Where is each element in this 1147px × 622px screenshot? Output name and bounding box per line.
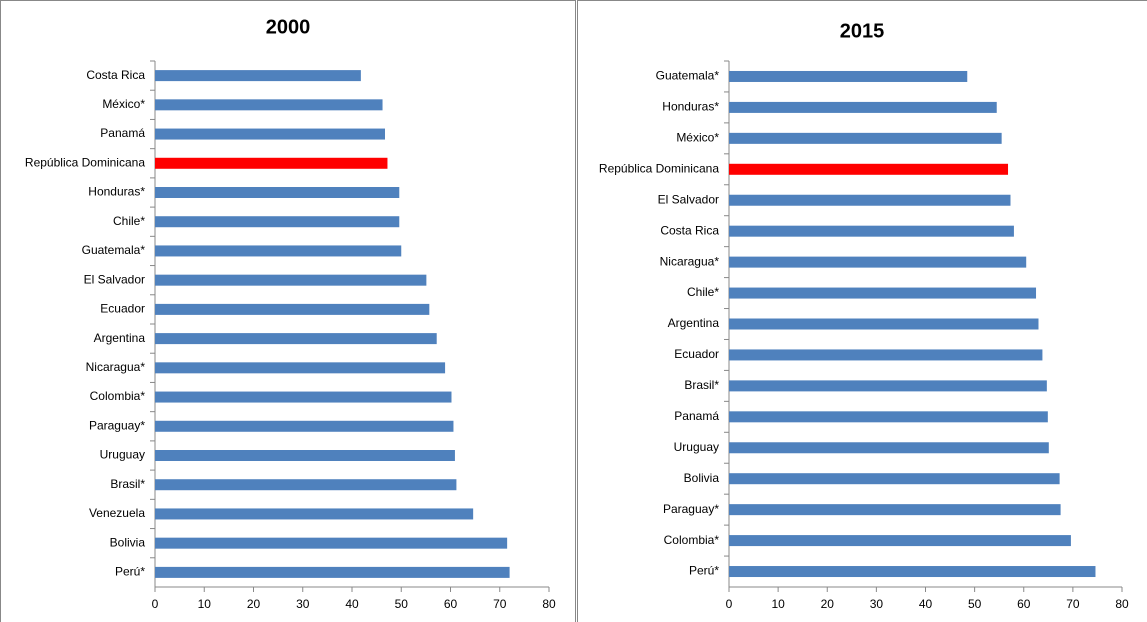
- y-tick-label: Brasil*: [684, 378, 719, 392]
- x-tick-label: 40: [919, 597, 933, 611]
- bar: [729, 380, 1047, 392]
- y-tick-label: Perú*: [689, 564, 719, 578]
- bar: [155, 274, 427, 286]
- bar: [729, 473, 1060, 485]
- chart-title: 2015: [840, 20, 885, 42]
- panel-border: [0, 0, 576, 622]
- bar: [155, 216, 400, 228]
- y-tick-label: Bolivia: [110, 535, 146, 549]
- x-tick-label: 70: [493, 597, 507, 611]
- x-tick-label: 30: [870, 597, 884, 611]
- x-tick-label: 10: [198, 597, 212, 611]
- bar: [155, 450, 455, 461]
- x-tick-label: 50: [395, 597, 409, 611]
- bar: [729, 349, 1043, 361]
- bar: [729, 163, 1009, 175]
- y-tick-label: República Dominicana: [599, 161, 719, 175]
- y-tick-label: Perú*: [115, 565, 145, 579]
- bar: [155, 479, 457, 491]
- y-tick-label: Paraguay*: [663, 502, 719, 516]
- bar: [729, 504, 1061, 516]
- bar: [729, 411, 1048, 423]
- bar: [155, 245, 402, 257]
- y-tick-label: Venezuela: [89, 506, 145, 520]
- y-tick-label: Nicaragua*: [86, 360, 146, 374]
- bar: [155, 508, 474, 520]
- x-tick-label: 60: [1017, 597, 1031, 611]
- y-tick-label: México*: [102, 97, 145, 111]
- x-tick-label: 20: [247, 597, 261, 611]
- y-tick-label: Nicaragua*: [660, 254, 720, 268]
- y-tick-label: El Salvador: [658, 192, 719, 206]
- x-tick-label: 20: [821, 597, 835, 611]
- y-tick-label: Panamá: [100, 126, 145, 140]
- bar: [155, 333, 437, 345]
- x-tick-label: 10: [771, 597, 785, 611]
- x-tick-label: 0: [152, 597, 159, 611]
- x-tick-label: 60: [444, 597, 458, 611]
- bar: [729, 101, 997, 113]
- y-tick-label: Costa Rica: [86, 68, 145, 82]
- x-tick-label: 80: [542, 597, 556, 611]
- y-tick-label: Brasil*: [110, 477, 145, 491]
- bar: [729, 132, 1002, 144]
- bar: [155, 128, 385, 140]
- bar: [729, 318, 1039, 330]
- bar: [155, 187, 400, 198]
- y-tick-label: Ecuador: [674, 347, 719, 361]
- bar: [729, 287, 1037, 299]
- bar: [729, 225, 1014, 237]
- y-tick-label: Panamá: [674, 409, 719, 423]
- y-tick-label: Guatemala*: [656, 69, 720, 83]
- bar: [155, 99, 383, 111]
- y-tick-label: Argentina: [94, 331, 146, 345]
- y-tick-label: República Dominicana: [25, 155, 145, 169]
- y-tick-label: Chile*: [113, 214, 145, 228]
- x-tick-label: 80: [1115, 597, 1129, 611]
- x-tick-label: 40: [345, 597, 359, 611]
- bar: [155, 70, 361, 82]
- bar: [729, 256, 1027, 268]
- bar: [155, 566, 510, 578]
- bar: [729, 194, 1011, 206]
- y-tick-label: Uruguay: [100, 448, 145, 462]
- bar: [155, 362, 446, 374]
- y-tick-label: Ecuador: [100, 302, 145, 316]
- bar: [729, 70, 968, 82]
- x-tick-label: 0: [726, 597, 733, 611]
- y-tick-label: Chile*: [687, 285, 719, 299]
- y-tick-label: México*: [676, 131, 719, 145]
- y-tick-label: Honduras*: [662, 100, 719, 114]
- bar: [155, 391, 452, 403]
- x-tick-label: 30: [296, 597, 310, 611]
- bar: [155, 303, 430, 315]
- bar: [155, 157, 388, 169]
- y-tick-label: Argentina: [668, 316, 720, 330]
- y-tick-label: Guatemala*: [82, 243, 146, 257]
- y-tick-label: Uruguay: [674, 440, 719, 454]
- y-tick-label: Paraguay*: [89, 418, 145, 432]
- y-tick-label: Honduras*: [88, 185, 145, 199]
- y-tick-label: Bolivia: [684, 471, 720, 485]
- panel-border: [577, 0, 1147, 622]
- chart-title: 2000: [266, 16, 311, 38]
- x-tick-label: 50: [968, 597, 982, 611]
- y-tick-label: Colombia*: [90, 389, 146, 403]
- bar: [729, 535, 1071, 547]
- bar: [729, 442, 1049, 454]
- x-tick-label: 70: [1066, 597, 1080, 611]
- y-tick-label: Colombia*: [664, 533, 720, 547]
- bar: [155, 420, 454, 432]
- y-tick-label: Costa Rica: [660, 223, 719, 237]
- y-tick-label: El Salvador: [84, 272, 145, 286]
- bar: [729, 566, 1096, 578]
- bar: [155, 537, 508, 549]
